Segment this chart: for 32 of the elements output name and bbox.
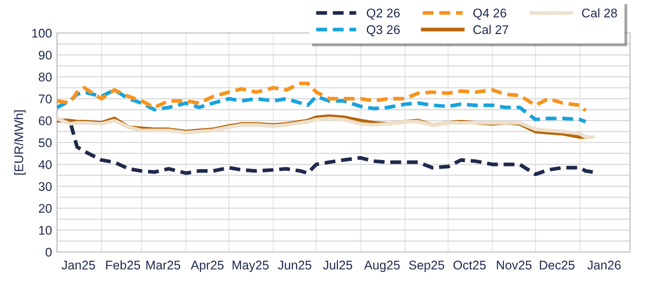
x-tick-label: Dec25 — [540, 260, 574, 270]
y-axis-title: [EUR/MWh] — [14, 110, 26, 175]
x-tick-label: Nov25 — [496, 260, 532, 270]
x-tick-label: Jul25 — [323, 260, 352, 270]
line-series — [57, 82, 588, 113]
line-series — [57, 88, 588, 124]
x-tick-label: May25 — [232, 260, 269, 272]
y-tick-label: 40 — [38, 160, 52, 170]
x-tick-label: Aug25 — [364, 260, 400, 272]
y-tick-label: 30 — [38, 182, 52, 191]
x-tick-label: Jan25 — [62, 260, 95, 270]
y-tick-label: 10 — [39, 226, 52, 235]
legend-label: Cal 27 — [473, 24, 508, 34]
y-tick-label: 100 — [32, 28, 52, 38]
y-tick-label: 80 — [38, 72, 52, 82]
x-tick-label: Mar25 — [146, 260, 180, 270]
y-tick-label: 90 — [38, 50, 52, 60]
x-tick-label: Apr25 — [190, 260, 224, 272]
legend-label: Q3 26 — [366, 25, 400, 36]
x-tick-label: Feb25 — [106, 260, 140, 270]
x-tick-label: Oct25 — [453, 260, 486, 270]
y-tick-label: 0 — [46, 248, 52, 257]
y-tick-label: 20 — [38, 204, 52, 213]
legend-label: Cal 28 — [582, 8, 617, 18]
legend-label: Q4 26 — [473, 8, 506, 20]
x-tick-label: Jan26 — [587, 260, 621, 270]
x-tick-label: Jun25 — [278, 260, 312, 270]
x-tick-label: Sep25 — [409, 260, 444, 272]
y-tick-label: 50 — [38, 138, 52, 148]
y-tick-label: 70 — [38, 94, 52, 104]
legend-label: Q2 26 — [366, 8, 400, 20]
y-tick-label: 60 — [38, 116, 52, 126]
